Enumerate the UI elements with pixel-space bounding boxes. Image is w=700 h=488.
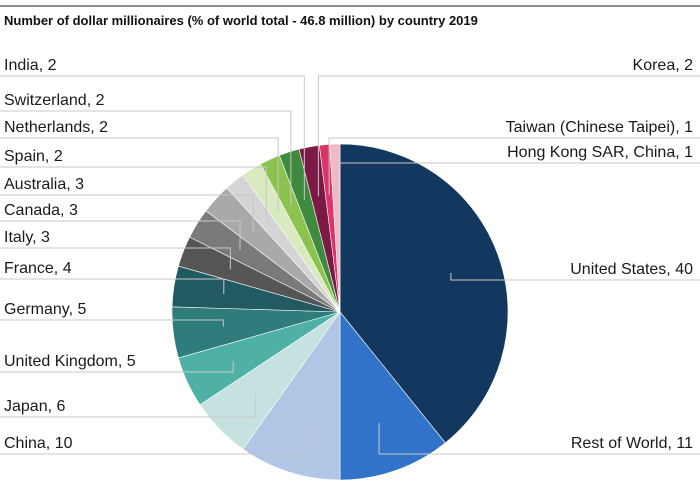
leader-line-hong-kong-sar-china	[335, 162, 700, 195]
leader-line-france	[0, 278, 225, 294]
leader-line-japan	[0, 393, 257, 418]
label-china: China, 10	[4, 435, 73, 452]
label-spain: Spain, 2	[4, 148, 63, 165]
label-australia: Australia, 3	[4, 176, 84, 193]
slice-rest-of-world	[339, 311, 446, 481]
leader-line-switzerland	[0, 110, 292, 206]
label-rest-of-world: Rest of World, 11	[571, 435, 693, 452]
slice-china	[242, 311, 341, 481]
pie-labels: United States, 40 Rest of World, 11 China,…	[0, 57, 700, 455]
leader-line-taiwan-chinese-taipei	[328, 137, 700, 195]
label-italy: Italy, 3	[4, 229, 50, 246]
label-taiwan-chinese-taipei: Taiwan (Chinese Taipei), 1	[506, 119, 693, 136]
slice-united-states	[339, 143, 509, 444]
label-netherlands: Netherlands, 2	[4, 119, 108, 136]
leader-line-netherlands	[0, 137, 279, 213]
leader-line-germany	[0, 319, 224, 327]
label-hong-kong-sar-china: Hong Kong SAR, China, 1	[507, 144, 693, 161]
leader-line-rest-of-world	[378, 422, 700, 455]
leader-line-italy	[0, 247, 231, 270]
leader-line-australia	[0, 194, 254, 233]
label-japan: Japan, 6	[4, 398, 65, 415]
label-korea: Korea, 2	[633, 57, 694, 74]
leader-line-china	[0, 424, 305, 455]
chart-title: Number of dollar millionaires (% of worl…	[4, 13, 478, 28]
leader-line-canada	[0, 220, 241, 251]
leader-line-united-kingdom	[0, 361, 234, 373]
leader-line-spain	[0, 166, 267, 221]
label-canada: Canada, 3	[4, 202, 78, 219]
label-united-kingdom: United Kingdom, 5	[4, 353, 136, 370]
slice-hong-kong-sar-china	[329, 143, 341, 313]
label-india: India, 2	[4, 57, 57, 74]
label-germany: Germany, 5	[4, 301, 87, 318]
label-switzerland: Switzerland, 2	[4, 92, 105, 109]
leader-line-korea	[317, 75, 700, 197]
leader-line-india	[0, 75, 305, 200]
leader-line-united-states	[450, 272, 700, 281]
label-united-states: United States, 40	[570, 261, 693, 278]
label-france: France, 4	[4, 260, 72, 277]
pie-slices	[171, 143, 509, 481]
